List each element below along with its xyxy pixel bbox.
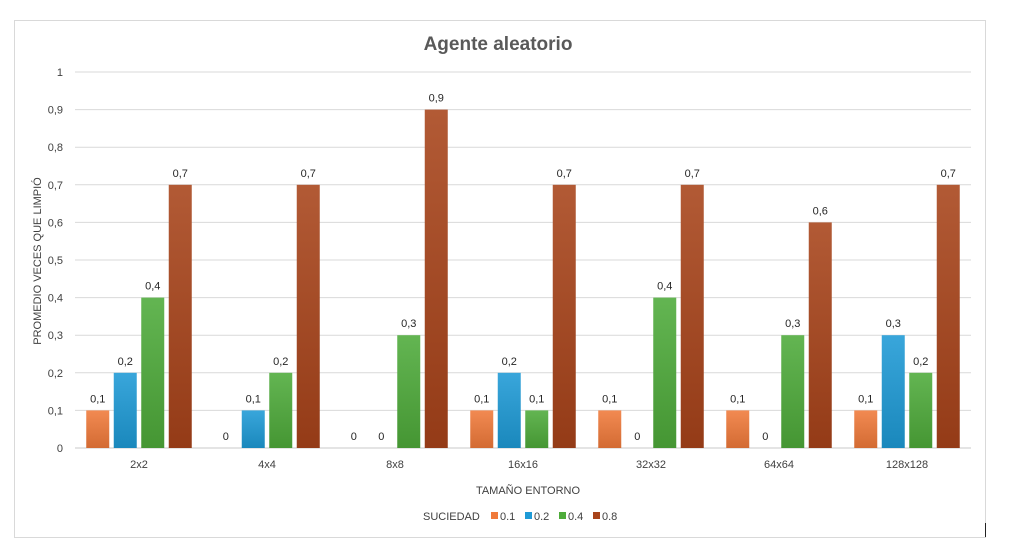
x-axis-ticks: 2x2 4x4 8x8 16x16 32x32 64x64 128x128 <box>130 459 928 471</box>
y-axis-title: PROMEDIO VECES QUE LIMPIÓ <box>31 177 44 345</box>
data-label: 0,1 <box>858 393 873 405</box>
y-tick-label: 0,1 <box>48 405 63 417</box>
data-label: 0,2 <box>273 356 288 368</box>
legend-label: 0.2 <box>534 511 549 523</box>
x-tick-label: 64x64 <box>764 459 794 471</box>
y-tick-label: 1 <box>57 67 63 79</box>
bar <box>397 335 421 448</box>
data-label: 0,1 <box>90 393 105 405</box>
bar <box>470 410 494 448</box>
y-tick-label: 0,2 <box>48 368 63 380</box>
y-tick-label: 0,8 <box>48 142 63 154</box>
data-label: 0,3 <box>401 318 416 330</box>
legend-swatch <box>525 512 532 519</box>
bar <box>552 184 576 449</box>
data-label: 0 <box>762 431 768 443</box>
bar <box>241 410 265 448</box>
bar <box>497 372 521 448</box>
bar <box>141 297 165 448</box>
x-tick-label: 2x2 <box>130 459 148 471</box>
legend-title: SUCIEDAD <box>423 511 480 523</box>
data-label: 0,7 <box>301 168 316 180</box>
x-axis-title: TAMAÑO ENTORNO <box>476 484 581 497</box>
x-tick-label: 8x8 <box>386 459 404 471</box>
y-tick-label: 0,3 <box>48 330 63 342</box>
legend-swatch <box>491 512 498 519</box>
data-label: 0,9 <box>429 93 444 105</box>
bars <box>86 109 960 449</box>
bar <box>269 372 293 448</box>
data-label: 0,1 <box>529 393 544 405</box>
bar <box>296 184 320 449</box>
data-label: 0 <box>634 431 640 443</box>
data-label: 0,7 <box>941 168 956 180</box>
data-label: 0,7 <box>685 168 700 180</box>
bar <box>909 372 933 448</box>
data-label: 0,2 <box>913 356 928 368</box>
bar <box>168 184 192 449</box>
x-tick-label: 128x128 <box>886 459 928 471</box>
y-tick-label: 0,4 <box>48 293 63 305</box>
legend-label: 0.1 <box>500 511 515 523</box>
bar <box>113 372 137 448</box>
x-tick-label: 16x16 <box>508 459 538 471</box>
legend-swatch <box>593 512 600 519</box>
x-tick-label: 4x4 <box>258 459 276 471</box>
data-label: 0,1 <box>602 393 617 405</box>
data-label: 0,2 <box>502 356 517 368</box>
bar <box>781 335 805 448</box>
legend-swatch <box>559 512 566 519</box>
data-labels: 0,1 0,2 0,4 0,7 0 0,1 0,2 0,7 0 0 0,3 0,9 0,1 0,2 0,1 0… <box>90 93 956 443</box>
gridlines <box>75 71 971 449</box>
bar <box>86 410 110 448</box>
bar <box>808 222 832 448</box>
data-label: 0,2 <box>118 356 133 368</box>
bar <box>936 184 960 449</box>
y-tick-label: 0,9 <box>48 105 63 117</box>
data-label: 0 <box>351 431 357 443</box>
bar <box>680 184 704 449</box>
legend-label: 0.4 <box>568 511 583 523</box>
chart-title: Agente aleatorio <box>424 34 573 55</box>
bar <box>598 410 622 448</box>
y-tick-label: 0,7 <box>48 180 63 192</box>
bar <box>424 109 448 448</box>
legend-label: 0.8 <box>602 511 617 523</box>
data-label: 0,7 <box>557 168 572 180</box>
data-label: 0,4 <box>657 281 672 293</box>
bar <box>653 297 677 448</box>
data-label: 0,3 <box>886 318 901 330</box>
legend: SUCIEDAD 0.1 0.2 0.4 0.8 <box>423 511 617 523</box>
y-tick-label: 0,6 <box>48 217 63 229</box>
data-label: 0,1 <box>730 393 745 405</box>
data-label: 0,6 <box>813 205 828 217</box>
cursor-mark <box>985 523 986 537</box>
bar <box>525 410 549 448</box>
bar <box>881 335 905 448</box>
y-axis-ticks: 0 0,1 0,2 0,3 0,4 0,5 0,6 0,7 0,8 0,9 1 <box>48 67 63 455</box>
data-label: 0,7 <box>173 168 188 180</box>
data-label: 0,1 <box>246 393 261 405</box>
data-label: 0,1 <box>474 393 489 405</box>
data-label: 0 <box>378 431 384 443</box>
data-label: 0 <box>223 431 229 443</box>
bar <box>726 410 750 448</box>
data-label: 0,3 <box>785 318 800 330</box>
data-label: 0,4 <box>145 281 160 293</box>
bar <box>854 410 878 448</box>
y-tick-label: 0,5 <box>48 255 63 267</box>
y-tick-label: 0 <box>57 443 63 455</box>
x-tick-label: 32x32 <box>636 459 666 471</box>
